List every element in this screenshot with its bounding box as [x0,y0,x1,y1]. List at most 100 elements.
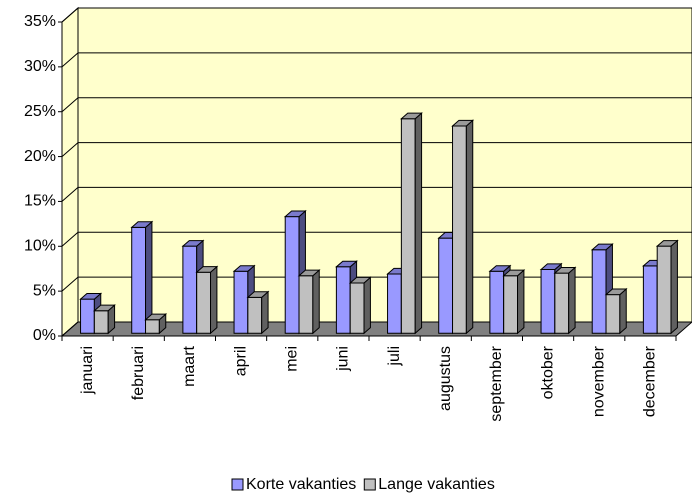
legend-swatch [231,478,244,491]
bar-top [604,288,628,296]
bar-top [195,266,219,273]
x-tick-label: september [488,345,505,421]
bar-front [349,282,365,334]
bar-front [298,275,314,334]
y-tick-label: 20% [24,148,56,165]
bar [246,290,270,335]
x-tick-label: mei [283,346,300,372]
grid-line [61,276,692,292]
side-wall [61,6,79,338]
bar-top [553,266,577,274]
bar-side [312,269,320,335]
grid-line [61,97,692,113]
bar-side [414,112,423,335]
bar-front [591,249,607,334]
bar-front [438,237,454,334]
bar-front [182,245,198,334]
x-tick-label: januari [79,346,96,395]
x-tick-label: juli [386,346,403,367]
bar-front [233,270,249,334]
bar-top [488,265,512,272]
y-tick-label: 0% [33,327,56,344]
grid-line [61,231,692,247]
bar-top [283,210,307,218]
bar [655,239,679,335]
bar-top [335,260,358,268]
bar-front [554,272,570,334]
x-tick-label: april [232,346,249,376]
y-tick-label: 25% [24,103,56,120]
bar-top [348,276,372,284]
bar-front [540,269,556,334]
bar-front [642,265,658,334]
bar [400,112,423,335]
bar-top [400,112,423,120]
y-tick-label: 30% [24,58,56,75]
bar-top [181,240,205,247]
bar-front [247,296,263,334]
bar-top [590,243,614,251]
bar-side [568,266,576,335]
y-tick-label: 10% [24,238,56,255]
bar-top [451,119,475,127]
bar-front [387,273,402,334]
bar-side [670,239,678,335]
bar-front [131,226,147,334]
grid-line [61,142,692,157]
bar [451,119,475,335]
bar-side [465,119,474,335]
legend-label: Lange vakanties [378,476,495,493]
bar-front [335,266,351,334]
bar-front [145,319,160,334]
bar [144,313,168,335]
grid-line [61,7,692,23]
bar [604,287,628,335]
grid-line [61,186,692,202]
bar [502,269,526,335]
legend-label: Korte vakanties [246,476,356,493]
bar-side [619,287,627,335]
x-tick-label: juni [335,346,352,372]
bar-top [144,313,168,321]
bar [93,304,116,335]
bar [553,266,577,335]
bar-front [656,245,672,334]
x-tick-label: oktober [539,345,556,399]
bar-side [517,269,525,335]
bar-top [297,269,321,277]
bar-front [452,125,467,334]
bar-side [261,290,269,335]
bar-side [210,265,218,335]
bar-front [196,271,212,334]
bar-top [93,304,116,312]
bar-top [79,293,103,300]
grid-line [61,52,692,68]
bar [297,269,321,335]
bar-top [130,221,154,228]
bar-front [400,118,416,334]
x-tick-label: augustus [437,346,454,411]
bar-front [80,298,95,334]
y-tick-label: 5% [33,282,56,299]
y-tick-label: 35% [24,13,56,30]
grid-line [61,321,692,337]
bar-top [539,263,563,271]
legend-swatch [363,478,376,491]
bar-front [93,310,109,334]
bar-side [363,276,371,335]
bar-top [655,240,679,247]
y-tick-label: 15% [24,193,56,210]
bar [195,265,219,335]
bar [348,276,372,335]
x-tick-label: februari [130,346,147,400]
bar [130,220,154,335]
bar-front [605,294,621,334]
bar-front [489,270,505,334]
bar-front [284,216,300,334]
bar-top [232,265,256,272]
bar-top [502,269,526,277]
bar-front [503,275,519,334]
x-tick-label: december [642,345,659,417]
x-tick-label: november [590,345,607,417]
